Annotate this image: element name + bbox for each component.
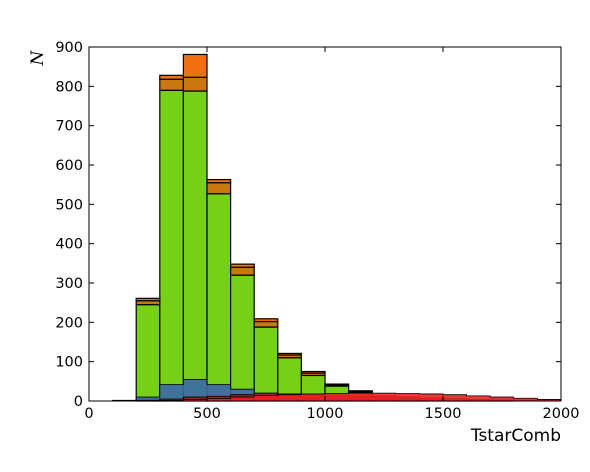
bar-series-1-bin-7 <box>253 320 279 328</box>
y-tick-label-1: 100 <box>55 355 83 371</box>
y-tick-label-9: 900 <box>55 40 83 56</box>
bar-series-2-bin-11 <box>348 390 373 393</box>
x-tick-label-3: 1500 <box>425 406 462 422</box>
y-tick-label-3: 300 <box>55 276 83 292</box>
y-tick-label-6: 600 <box>55 158 83 174</box>
x-tick-label-0: 0 <box>84 406 93 422</box>
y-tick-label-7: 700 <box>55 119 83 135</box>
bar-series-0-bin-4 <box>182 90 208 402</box>
x-tick-label-1: 500 <box>193 406 221 422</box>
bar-series-0-bin-5 <box>206 193 232 402</box>
bar-series-0-bin-2 <box>135 304 161 402</box>
bar-series-2-bin-9 <box>300 370 326 374</box>
x-axis-ticks: 0 500 1000 1500 2000 <box>84 47 579 422</box>
bar-series-2-bin-4 <box>182 53 208 78</box>
bar-series-1-bin-3 <box>159 78 185 91</box>
bar-series-1-bin-4 <box>182 76 208 92</box>
bar-series-2-bin-7 <box>253 318 279 323</box>
x-tick-label-2: 1000 <box>307 406 344 422</box>
bar-series-1-bin-6 <box>230 266 255 276</box>
y-tick-label-8: 800 <box>55 79 83 95</box>
y-tick-label-0: 0 <box>74 394 83 410</box>
y-axis-label: N <box>28 49 48 66</box>
bar-series-0-bin-6 <box>230 274 255 402</box>
y-tick-label-2: 200 <box>55 315 83 331</box>
x-tick-label-4: 2000 <box>543 406 580 422</box>
bar-series-1-bin-5 <box>206 182 232 195</box>
bar-series-2-bin-8 <box>277 352 302 356</box>
bar-series-2-bin-2 <box>135 297 161 302</box>
bar-series-2-bin-10 <box>324 383 350 386</box>
bar-series-2-bin-3 <box>159 74 185 80</box>
y-tick-label-5: 500 <box>55 197 83 213</box>
histogram-bars <box>135 53 515 402</box>
x-axis-label: TstarComb <box>470 426 561 446</box>
y-tick-label-4: 400 <box>55 237 83 253</box>
bar-series-2-bin-5 <box>206 178 232 184</box>
bar-series-0-bin-7 <box>253 326 279 402</box>
bar-series-0-bin-3 <box>159 89 185 402</box>
bar-series-2-bin-6 <box>230 263 255 268</box>
y-axis-ticks: 0 100 200 300 400 500 600 700 800 900 <box>55 40 561 410</box>
